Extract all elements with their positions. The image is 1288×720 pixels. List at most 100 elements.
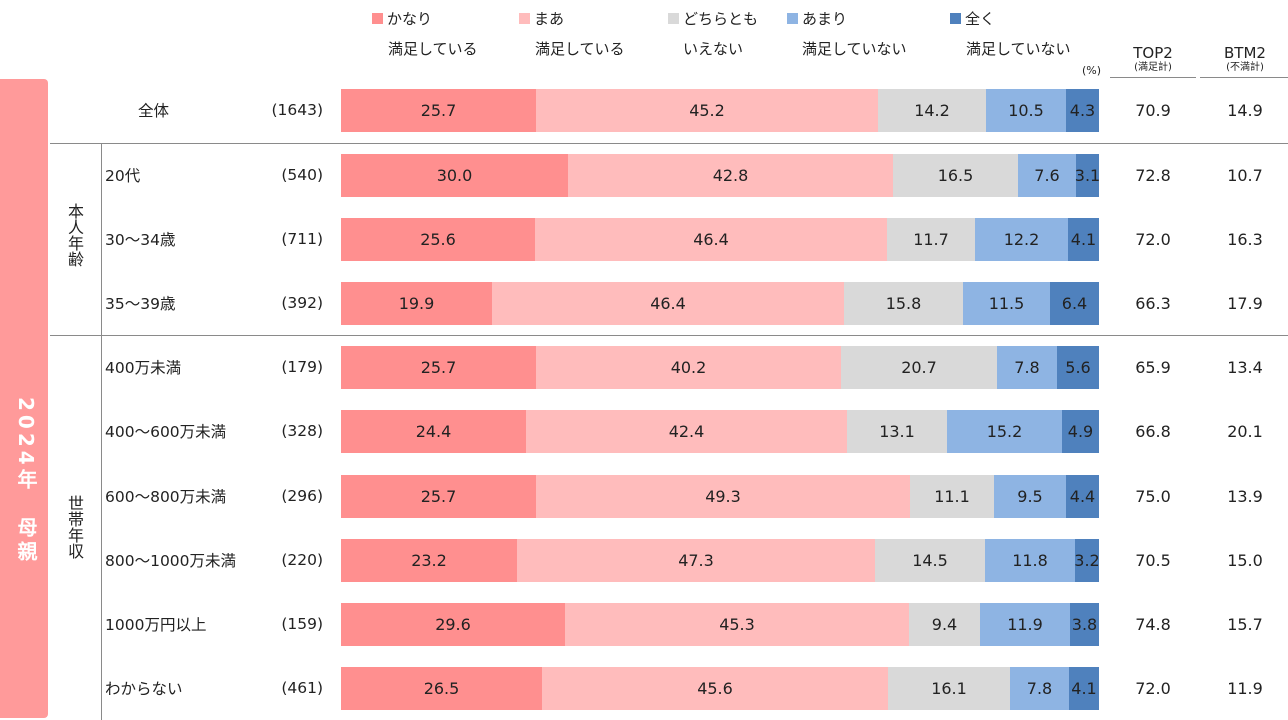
- bar-segment: 42.4: [526, 410, 847, 453]
- row-label: 30～34歳: [105, 231, 176, 249]
- bar-data-label: 4.9: [1067, 422, 1094, 441]
- legend-label-line2: いえない: [683, 40, 744, 58]
- group-label-age: 本人年齢: [65, 203, 84, 267]
- top2-value: 75.0: [1135, 487, 1171, 506]
- bar-segment: 11.8: [985, 539, 1075, 582]
- bar-segment: 19.9: [341, 282, 492, 325]
- bar-segment: 45.2: [536, 89, 878, 132]
- top2-value: 72.0: [1135, 230, 1171, 249]
- legend-label-line2: 満足している: [535, 40, 625, 58]
- row-label: 35～39歳: [105, 295, 176, 313]
- bar-data-label: 9.4: [931, 615, 958, 634]
- bar-segment: 4.9: [1062, 410, 1099, 453]
- bar-segment: 23.2: [341, 539, 517, 582]
- bar-data-label: 45.3: [719, 615, 755, 634]
- bar-data-label: 46.4: [650, 294, 686, 313]
- legend-swatch: [372, 13, 383, 24]
- row-sample-size: (220): [281, 551, 323, 569]
- legend-label: かなり: [387, 10, 433, 28]
- bar-segment: 11.5: [963, 282, 1050, 325]
- btm2-header-label: BTM2: [1224, 44, 1266, 62]
- group-divider: [101, 143, 102, 720]
- legend-item: かなり: [372, 8, 432, 30]
- bar-data-label: 11.7: [913, 230, 949, 249]
- bar-data-label: 16.1: [931, 679, 967, 698]
- legend-label-line2: 満足している: [388, 40, 478, 58]
- row-sample-size: (179): [281, 358, 323, 376]
- side-band-label: 2024年 母親: [14, 397, 38, 565]
- row-sample-size: (1643): [271, 101, 323, 119]
- row-sample-size: (159): [281, 615, 323, 633]
- bar-data-label: 4.1: [1070, 230, 1097, 249]
- bar-segment: 4.3: [1066, 89, 1099, 132]
- bar-data-label: 3.8: [1071, 615, 1098, 634]
- bar-data-label: 19.9: [398, 294, 435, 313]
- bar-segment: 4.1: [1068, 218, 1099, 261]
- btm2-value: 17.9: [1227, 294, 1263, 313]
- bar-data-label: 7.8: [1014, 358, 1040, 377]
- btm2-header-underline: [1200, 77, 1288, 78]
- row-label: わからない: [105, 680, 183, 698]
- bar-segment: 13.1: [847, 410, 947, 453]
- bar-data-label: 49.3: [705, 487, 741, 506]
- top2-header-label: TOP2: [1133, 44, 1173, 62]
- bar-data-label: 14.5: [912, 551, 948, 570]
- top2-value: 70.5: [1135, 551, 1171, 570]
- legend-label: まあ: [534, 10, 565, 28]
- bar-data-label: 15.8: [885, 294, 922, 313]
- btm2-value: 10.7: [1227, 166, 1263, 185]
- row-label: 400～600万未満: [105, 423, 227, 441]
- bar-data-label: 11.9: [1007, 615, 1043, 634]
- row-label: 全体: [138, 102, 170, 120]
- legend-swatch: [950, 13, 961, 24]
- bar-segment: 20.7: [841, 346, 997, 389]
- bar-segment: 7.8: [1010, 667, 1069, 710]
- bar-data-label: 11.1: [934, 487, 970, 506]
- bar-data-label: 15.2: [986, 422, 1023, 441]
- bar-segment: 5.6: [1057, 346, 1099, 389]
- row-label: 800～1000万未満: [105, 552, 237, 570]
- btm2-value: 16.3: [1227, 230, 1263, 249]
- separator-age: [50, 335, 1288, 336]
- bar-data-label: 40.2: [670, 358, 707, 377]
- bar-data-label: 7.8: [1026, 679, 1053, 698]
- bar-data-label: 25.7: [420, 358, 457, 377]
- btm2-value: 14.9: [1227, 101, 1263, 120]
- row-label: 20代: [105, 167, 141, 185]
- group-label-income: 世帯年収: [65, 495, 84, 559]
- bar-segment: 9.5: [994, 475, 1066, 518]
- bar-segment: 16.1: [888, 667, 1010, 710]
- bar-segment: 11.1: [910, 475, 994, 518]
- bar-segment: 16.5: [893, 154, 1018, 197]
- bar-data-label: 29.6: [435, 615, 471, 634]
- bar-segment: 3.1: [1075, 154, 1100, 197]
- bar-data-label: 20.7: [901, 358, 937, 377]
- separator-total: [50, 143, 1288, 144]
- bar-data-label: 10.5: [1008, 101, 1044, 120]
- row-sample-size: (711): [281, 230, 323, 248]
- bar-segment: 25.7: [341, 346, 536, 389]
- bar-segment: 12.2: [975, 218, 1068, 261]
- bar-segment: 15.2: [947, 410, 1062, 453]
- bar-data-label: 13.1: [879, 422, 915, 441]
- bar-data-label: 16.5: [937, 166, 974, 185]
- bar-segment: 11.7: [887, 218, 975, 261]
- bar-segment: 25.7: [341, 475, 536, 518]
- btm2-value: 11.9: [1227, 679, 1263, 698]
- top2-value: 72.8: [1135, 166, 1171, 185]
- btm2-value: 15.0: [1227, 551, 1263, 570]
- row-sample-size: (461): [281, 679, 323, 697]
- legend-label: あまり: [802, 10, 848, 28]
- top2-value: 70.9: [1135, 101, 1171, 120]
- row-label: 600～800万未満: [105, 488, 227, 506]
- bar-data-label: 3.2: [1074, 551, 1100, 570]
- bar-data-label: 5.6: [1065, 358, 1091, 377]
- bar-segment: 26.5: [341, 667, 542, 710]
- legend-item: どちらとも: [668, 8, 758, 30]
- bar-data-label: 30.0: [436, 166, 473, 185]
- bar-segment: 46.4: [492, 282, 844, 325]
- bar-segment: 4.1: [1069, 667, 1099, 710]
- bar-segment: 7.8: [997, 346, 1057, 389]
- legend-swatch: [787, 13, 798, 24]
- bar-segment: 24.4: [341, 410, 526, 453]
